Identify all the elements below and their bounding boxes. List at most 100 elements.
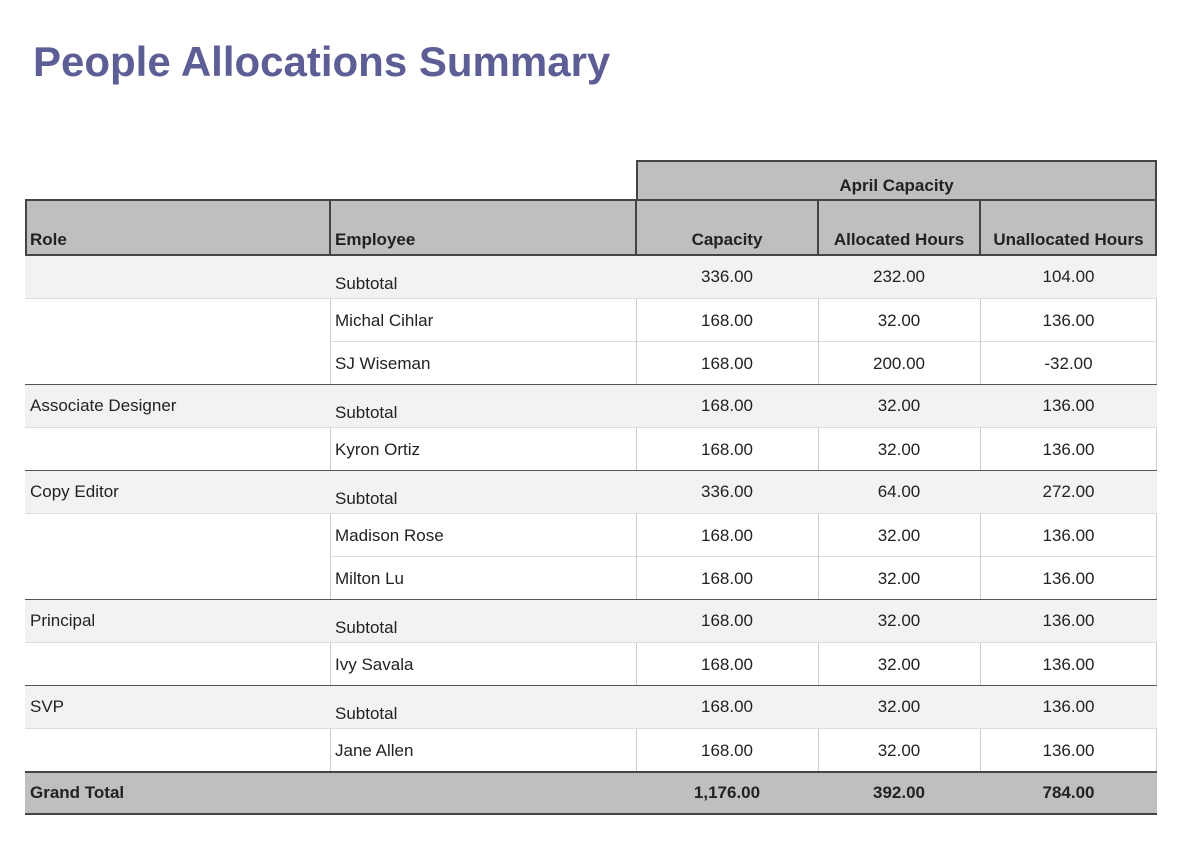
number-cell: 168.00 [701, 526, 753, 545]
number-cell: 136.00 [1042, 697, 1095, 716]
number-cell: 136.00 [1042, 396, 1095, 415]
number-cell: 32.00 [877, 655, 921, 674]
header-divider [817, 199, 819, 256]
number-cell: 168.00 [701, 741, 753, 760]
subtotal-row [25, 686, 1157, 729]
column-header: Unallocated Hours [993, 230, 1144, 249]
cell-divider [980, 643, 981, 686]
number-cell: 136.00 [1042, 569, 1095, 588]
number-cell: 32.00 [877, 611, 921, 630]
cell-divider [818, 299, 819, 342]
cell-divider [818, 342, 819, 385]
cell-divider [636, 643, 637, 686]
grand-total-value: 392.00 [873, 783, 925, 802]
number-cell: 168.00 [701, 697, 753, 716]
number-cell: 32.00 [877, 440, 921, 459]
subtotal-label: Subtotal [335, 274, 398, 293]
cell-divider [818, 557, 819, 600]
number-cell: 200.00 [873, 354, 925, 373]
number-cell: 32.00 [877, 569, 921, 588]
employee-name: Jane Allen [335, 741, 414, 760]
cell-divider [330, 557, 331, 600]
grand-total-label: Grand Total [30, 783, 125, 802]
number-cell: 32.00 [877, 741, 921, 760]
cell-divider [636, 729, 637, 772]
subtotal-label: Subtotal [335, 618, 398, 637]
number-cell: 104.00 [1042, 267, 1095, 286]
column-header: Employee [335, 230, 416, 249]
header-divider [635, 199, 637, 256]
number-cell: 32.00 [877, 396, 921, 415]
cell-divider [636, 514, 637, 557]
grand-total-value: 1,176.00 [693, 783, 761, 802]
header-row [25, 199, 1157, 256]
employee-name: Ivy Savala [335, 655, 414, 674]
number-cell: 32.00 [877, 697, 921, 716]
cell-divider [330, 643, 331, 686]
subtotal-row [25, 256, 1157, 299]
cell-divider [636, 299, 637, 342]
employee-name: Michal Cihlar [335, 311, 434, 330]
employee-name: SJ Wiseman [335, 354, 431, 373]
cell-divider [818, 428, 819, 471]
number-cell: 136.00 [1042, 741, 1095, 760]
number-cell: 168.00 [701, 569, 753, 588]
employee-name: Madison Rose [335, 526, 444, 545]
number-cell: 136.00 [1042, 311, 1095, 330]
number-cell: 32.00 [877, 526, 921, 545]
number-cell: 168.00 [701, 611, 753, 630]
role-label: Copy Editor [30, 482, 119, 501]
cell-divider [980, 342, 981, 385]
subtotal-label: Subtotal [335, 489, 398, 508]
number-cell: 136.00 [1042, 526, 1095, 545]
number-cell: 336.00 [701, 267, 753, 286]
role-label: Associate Designer [30, 396, 177, 415]
cell-divider [980, 299, 981, 342]
number-cell: 168.00 [701, 440, 753, 459]
cell-divider [818, 729, 819, 772]
subtotal-label: Subtotal [335, 403, 398, 422]
number-cell: 136.00 [1042, 655, 1095, 674]
cell-divider [330, 514, 331, 557]
cell-divider [980, 428, 981, 471]
number-cell: 168.00 [701, 655, 753, 674]
number-cell: 32.00 [877, 311, 921, 330]
employee-name: Kyron Ortiz [335, 440, 421, 459]
number-cell: 136.00 [1042, 440, 1095, 459]
number-cell: 168.00 [701, 311, 753, 330]
number-cell: 64.00 [877, 482, 921, 501]
subtotal-label: Subtotal [335, 704, 398, 723]
number-cell: -32.00 [1044, 354, 1093, 373]
cell-divider [818, 514, 819, 557]
member-row [330, 514, 1157, 557]
group-header-cell [636, 160, 1157, 201]
cell-divider [330, 299, 331, 342]
cell-divider [330, 342, 331, 385]
cell-divider [636, 342, 637, 385]
subtotal-row [25, 600, 1157, 643]
employee-name: Milton Lu [335, 569, 404, 588]
header-divider [979, 199, 981, 256]
subtotal-row [25, 385, 1157, 428]
cell-divider [980, 729, 981, 772]
role-label: Principal [30, 611, 96, 630]
cell-divider [818, 643, 819, 686]
cell-divider [636, 557, 637, 600]
number-cell: 336.00 [701, 482, 753, 501]
number-cell: 136.00 [1042, 611, 1095, 630]
member-row [330, 299, 1157, 342]
group-header: April Capacity [839, 176, 954, 195]
number-cell: 168.00 [701, 396, 753, 415]
cell-divider [636, 428, 637, 471]
number-cell: 272.00 [1042, 482, 1095, 501]
column-header: Role [30, 230, 67, 249]
subtotal-row [25, 471, 1157, 514]
header-divider [329, 199, 331, 256]
grand-total-value: 784.00 [1042, 783, 1095, 802]
cell-divider [330, 428, 331, 471]
report-title: People Allocations Summary [33, 38, 611, 85]
number-cell: 168.00 [701, 354, 753, 373]
column-header: Allocated Hours [833, 230, 965, 249]
number-cell: 232.00 [873, 267, 925, 286]
